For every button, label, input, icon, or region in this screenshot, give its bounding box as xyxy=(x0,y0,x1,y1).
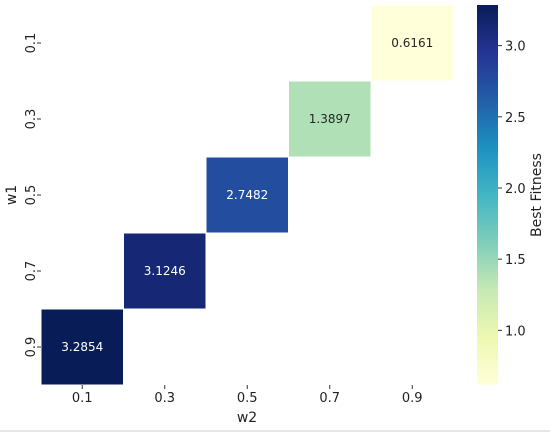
y-tick-label: 0.1 xyxy=(24,33,39,54)
heatmap-cell xyxy=(40,308,124,386)
colorbar-tick-label: 3.0 xyxy=(505,40,526,55)
colorbar-ticks: 1.0 1.5 2.0 2.5 3.0 xyxy=(498,40,526,339)
x-tick-label: 0.7 xyxy=(319,391,340,406)
colorbar-tick-label: 1.5 xyxy=(505,253,526,268)
colorbar xyxy=(477,5,498,385)
heatmap-cell xyxy=(288,80,372,158)
heatmap-cell xyxy=(123,232,207,310)
heatmap-cell xyxy=(370,4,454,82)
colorbar-label: Best Fitness xyxy=(529,153,545,237)
cell-value-label: 1.3897 xyxy=(309,112,351,126)
heatmap-cells: 0.6161 1.3897 2.7482 3.1246 3.2854 xyxy=(40,4,454,386)
colorbar-tick-label: 1.0 xyxy=(505,324,526,339)
colorbar-tick-label: 2.0 xyxy=(505,182,526,197)
heatmap-cell xyxy=(205,156,289,234)
x-axis-label: w2 xyxy=(237,410,257,426)
cell-value-label: 2.7482 xyxy=(226,188,268,202)
y-tick-label: 0.5 xyxy=(24,185,39,206)
cell-value-label: 3.2854 xyxy=(61,340,103,354)
x-axis-ticks: 0.1 0.3 0.5 0.7 0.9 xyxy=(72,385,423,406)
bottom-divider xyxy=(0,430,550,432)
x-tick-label: 0.3 xyxy=(154,391,175,406)
y-tick-label: 0.3 xyxy=(24,109,39,130)
cell-value-label: 3.1246 xyxy=(144,264,186,278)
colorbar-tick-label: 2.5 xyxy=(505,111,526,126)
cell-value-label: 0.6161 xyxy=(391,36,433,50)
x-tick-label: 0.1 xyxy=(72,391,93,406)
x-tick-label: 0.9 xyxy=(402,391,423,406)
x-tick-label: 0.5 xyxy=(237,391,258,406)
y-tick-label: 0.7 xyxy=(24,261,39,282)
y-tick-label: 0.9 xyxy=(24,337,39,358)
y-axis-ticks: 0.1 0.3 0.5 0.7 0.9 xyxy=(24,33,41,358)
y-axis-label: w1 xyxy=(4,185,20,205)
